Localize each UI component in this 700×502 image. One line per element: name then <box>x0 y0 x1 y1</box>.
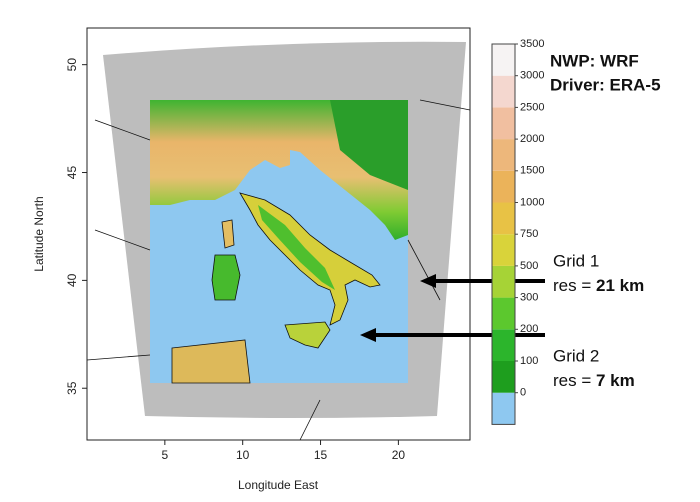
land-corsica <box>221 219 235 249</box>
res-prefix: res = <box>553 276 596 295</box>
colorbar-label: 0 <box>520 387 526 399</box>
arrow-head <box>360 328 376 342</box>
colorbar-label: 2500 <box>520 101 544 113</box>
land-sicily <box>284 321 331 349</box>
colorbar-label: 750 <box>520 228 538 240</box>
driver-label: Driver: ERA-5 <box>550 75 661 94</box>
colorbar-label: 300 <box>520 292 538 304</box>
colorbar-segment <box>492 234 515 266</box>
grid-name: Grid 1 <box>553 251 599 270</box>
colorbar-label: 100 <box>520 355 538 367</box>
colorbar-segment <box>492 75 515 108</box>
colorbar-label: 1500 <box>520 165 544 177</box>
y-axis-label: Latitude North <box>32 196 46 271</box>
colorbar-segment <box>492 265 515 298</box>
colorbar-segment <box>492 170 515 203</box>
grid-res: res = 21 km <box>553 276 644 295</box>
colorbar-label: 500 <box>520 260 538 272</box>
grid-name: Grid 2 <box>553 346 599 365</box>
x-tick-label: 5 <box>162 448 169 462</box>
colorbar-label: 3000 <box>520 70 544 82</box>
res-value: 21 km <box>596 276 644 295</box>
arrow-head <box>420 274 436 288</box>
x-axis-label: Longitude East <box>238 478 319 492</box>
colorbar-label: 3500 <box>520 38 544 50</box>
colorbar-label: 1000 <box>520 196 544 208</box>
colorbar-label: 2000 <box>520 133 544 145</box>
y-tick-label: 50 <box>65 58 79 72</box>
res-prefix: res = <box>553 371 596 390</box>
colorbar-segment <box>492 297 515 330</box>
y-tick-label: 45 <box>65 166 79 180</box>
colorbar-label: 200 <box>520 323 538 335</box>
colorbar-segment <box>492 329 515 361</box>
colorbar-segment <box>492 202 515 235</box>
x-tick-label: 20 <box>392 448 406 462</box>
land-apennines <box>258 205 335 290</box>
x-tick-label: 10 <box>236 448 250 462</box>
y-tick-label: 40 <box>65 273 79 287</box>
colorbar-segment <box>492 107 515 140</box>
colorbar-segment <box>492 139 515 171</box>
land-tunisia <box>171 339 251 384</box>
y-tick-label: 35 <box>65 381 79 395</box>
land-balkans <box>330 100 408 190</box>
borders <box>86 99 471 441</box>
colorbar-segment <box>492 361 515 393</box>
colorbar-segment <box>492 44 515 76</box>
land-sardinia <box>211 254 241 301</box>
colorbar-below <box>492 392 515 425</box>
res-value: 7 km <box>596 371 635 390</box>
grid-res: res = 7 km <box>553 371 635 390</box>
model-label: NWP: WRF <box>550 51 639 70</box>
x-tick-label: 15 <box>314 448 328 462</box>
